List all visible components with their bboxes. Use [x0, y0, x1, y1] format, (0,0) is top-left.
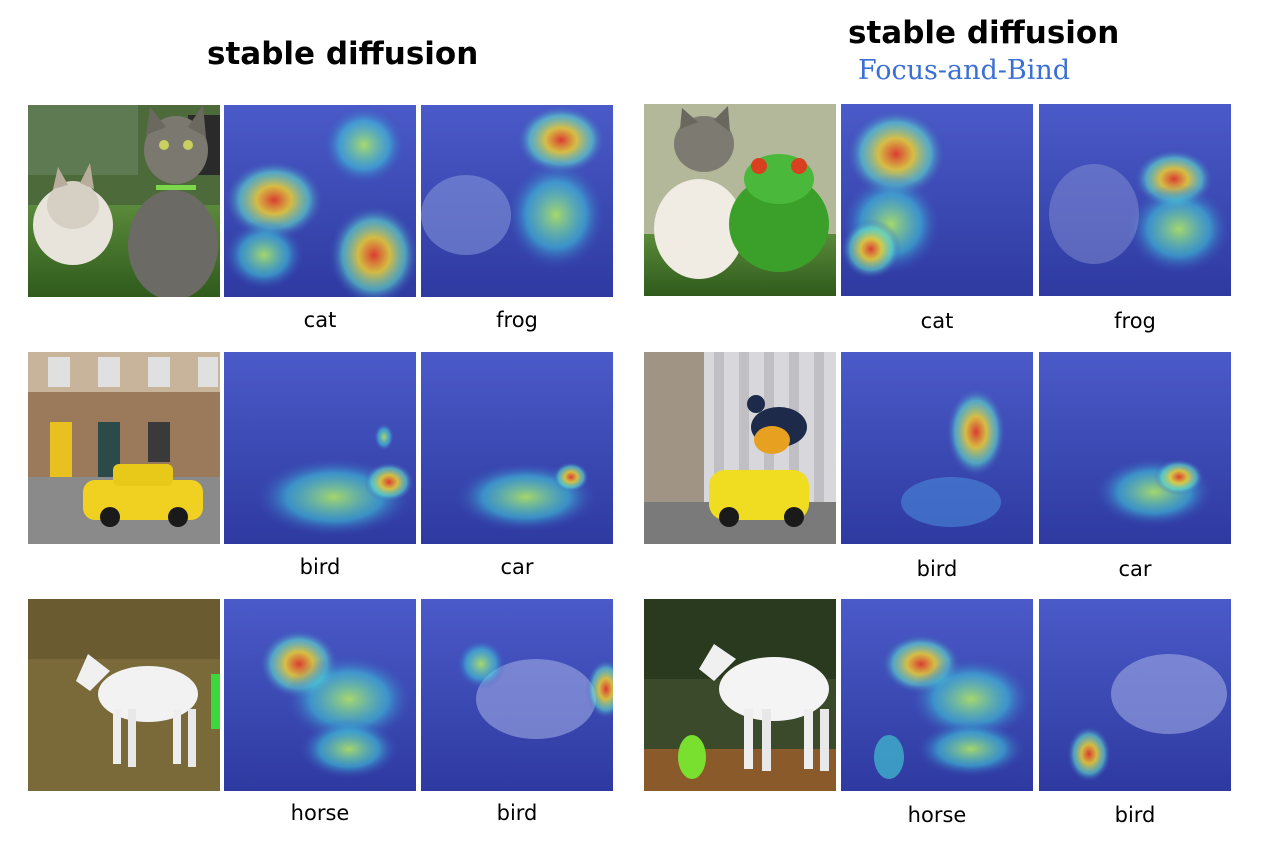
right-row3-label-2: bird	[1114, 803, 1156, 827]
left-row1-label-2: frog	[496, 308, 538, 332]
right-row1-heatmap-1	[841, 104, 1033, 296]
right-row2-source-image	[644, 352, 836, 544]
left-row2-label-1: bird	[299, 555, 341, 579]
left-row3-heatmap-2	[421, 599, 613, 791]
left-title: stable diffusion	[207, 36, 479, 72]
left-row3-source-image	[28, 599, 220, 791]
left-row2-heatmap-1	[224, 352, 416, 544]
right-row1-label-1: cat	[920, 309, 954, 333]
left-row2-label-2: car	[500, 555, 534, 579]
right-row1-source-image	[644, 104, 836, 296]
right-row2-label-2: car	[1118, 557, 1152, 581]
left-row3-label-1: horse	[290, 801, 350, 825]
right-row3-source-image	[644, 599, 836, 791]
right-row1-label-2: frog	[1114, 309, 1156, 333]
right-row3-heatmap-2	[1039, 599, 1231, 791]
left-row1-heatmap-2	[421, 105, 613, 297]
right-row2-heatmap-1	[841, 352, 1033, 544]
left-row2-source-image	[28, 352, 220, 544]
left-row1-label-1: cat	[303, 308, 337, 332]
left-row1-source-image	[28, 105, 220, 297]
left-row1-heatmap-1	[224, 105, 416, 297]
right-row2-label-1: bird	[916, 557, 958, 581]
right-subtitle: Focus-and-Bind	[858, 55, 1071, 86]
left-row3-heatmap-1	[224, 599, 416, 791]
right-row3-heatmap-1	[841, 599, 1033, 791]
right-row2-heatmap-2	[1039, 352, 1231, 544]
right-title: stable diffusion	[848, 15, 1120, 51]
left-row3-label-2: bird	[496, 801, 538, 825]
right-row3-label-1: horse	[907, 803, 967, 827]
right-row1-heatmap-2	[1039, 104, 1231, 296]
left-row2-heatmap-2	[421, 352, 613, 544]
